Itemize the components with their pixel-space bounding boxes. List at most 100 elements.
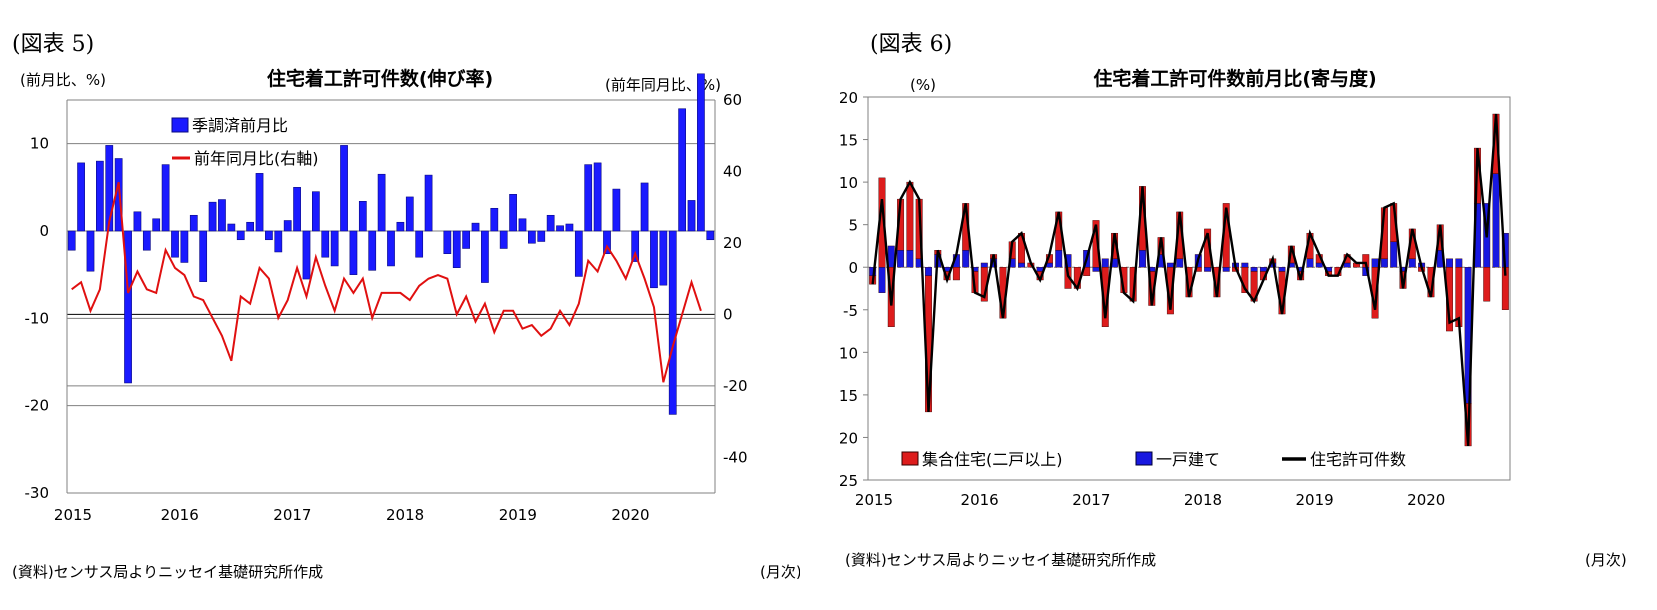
- bar: [227, 223, 236, 232]
- chart-6-title: 住宅着工許可件数前月比(寄与度): [1093, 67, 1376, 90]
- right-tick-label: 60: [723, 91, 742, 109]
- y-tick-label: -15: [840, 387, 858, 405]
- bar: [687, 200, 696, 232]
- bar-single-family: [878, 267, 886, 293]
- bar: [668, 230, 677, 415]
- bar: [96, 160, 104, 232]
- y-tick-label: 20: [840, 89, 858, 107]
- figure-5-chart: 住宅着工許可件数(伸び率) (前月比、%) (前年同月比、%) (月次) (資料…: [12, 67, 800, 581]
- yoy-line: [71, 181, 702, 383]
- bar: [302, 230, 311, 280]
- bar: [358, 201, 367, 232]
- bar-single-family: [1315, 262, 1323, 268]
- bar: [293, 187, 301, 232]
- bar: [612, 188, 621, 232]
- bar: [377, 173, 386, 232]
- bar: [340, 145, 348, 232]
- legend-label: 季調済前月比: [192, 116, 288, 135]
- plot-frame: [867, 96, 1511, 481]
- bar-single-family: [1306, 258, 1314, 268]
- x-tick-label: 2015: [855, 491, 893, 509]
- x-tick-label: 2017: [1072, 491, 1110, 509]
- chart-6-month-label: (月次): [1585, 551, 1627, 569]
- chart-6-unit: (%): [910, 76, 936, 94]
- bar-single-family: [1343, 262, 1351, 268]
- bar: [246, 221, 254, 232]
- bar: [330, 230, 339, 267]
- bar: [349, 230, 358, 275]
- chart-5-month-label: (月次): [760, 563, 800, 581]
- bar: [133, 211, 142, 232]
- bar: [471, 222, 480, 232]
- chart-5-source: (資料)センサス局よりニッセイ基礎研究所作成: [12, 563, 323, 581]
- bar-single-family: [1380, 258, 1388, 268]
- bar-single-family: [1408, 258, 1416, 268]
- y-tick-label: 5: [848, 217, 858, 235]
- bar: [321, 230, 330, 258]
- figure-6-chart: 住宅着工許可件数前月比(寄与度) (%) (月次) (資料)センサス局よりニッセ…: [840, 67, 1627, 569]
- left-tick-label: 0: [39, 222, 49, 240]
- bar: [706, 230, 715, 241]
- bar-single-family: [1101, 258, 1109, 268]
- bar: [189, 214, 198, 232]
- bar-multifamily: [1483, 267, 1491, 302]
- legend-label: 前年同月比(右軸): [194, 149, 319, 168]
- left-tick-label: -10: [25, 309, 50, 327]
- bar: [274, 230, 283, 253]
- bar-single-family: [1446, 258, 1453, 268]
- bar-multifamily: [906, 181, 914, 251]
- bar: [640, 182, 649, 232]
- bar: [199, 230, 208, 282]
- x-tick-label: 2018: [386, 506, 424, 524]
- bar: [697, 73, 705, 232]
- x-tick-label: 2016: [161, 506, 199, 524]
- bar-single-family: [1259, 267, 1267, 272]
- x-tick-label: 2016: [961, 491, 999, 509]
- bar: [481, 230, 489, 283]
- x-tick-label: 2017: [273, 506, 311, 524]
- bar: [396, 221, 405, 232]
- bar: [218, 199, 226, 232]
- bar-single-family: [1278, 267, 1286, 272]
- bar: [603, 230, 611, 255]
- bar: [556, 225, 564, 232]
- bar: [424, 174, 433, 232]
- bar-single-family: [887, 245, 895, 268]
- bar: [593, 162, 602, 232]
- bar: [415, 230, 424, 258]
- bar-single-family: [897, 249, 905, 268]
- x-tick-label: 2019: [1296, 491, 1334, 509]
- bar: [678, 108, 686, 232]
- bar-single-family: [906, 249, 914, 268]
- x-tick-label: 2015: [54, 506, 92, 524]
- bar: [161, 164, 170, 232]
- bar-single-family: [1222, 267, 1230, 272]
- bar: [387, 230, 395, 267]
- bar: [452, 230, 461, 268]
- bar-multifamily: [1092, 220, 1100, 268]
- bar: [255, 173, 264, 232]
- bar-single-family: [962, 249, 970, 268]
- chart-5-right-unit: (前年同月比、%): [605, 76, 721, 94]
- bar: [142, 230, 151, 251]
- y-tick-label: -10: [840, 344, 858, 362]
- legend-label: 一戸建て: [1156, 450, 1220, 469]
- bar: [105, 145, 114, 232]
- x-tick-label: 2018: [1184, 491, 1222, 509]
- bar: [546, 214, 555, 232]
- bar: [265, 230, 273, 241]
- bar: [283, 220, 292, 232]
- bar: [631, 230, 640, 262]
- bar-single-family: [1055, 249, 1063, 268]
- legend-label: 集合住宅(二戸以上): [922, 450, 1063, 469]
- bar: [405, 196, 414, 232]
- bar-single-family: [1092, 267, 1100, 272]
- bar-multifamily: [952, 267, 960, 281]
- bar-single-family: [1204, 267, 1212, 272]
- bar: [518, 218, 527, 232]
- chart-5-left-unit: (前月比、%): [20, 71, 106, 89]
- bar-single-family: [1018, 262, 1025, 268]
- chart-5-title: 住宅着工許可件数(伸び率): [267, 67, 493, 90]
- bar-single-family: [1390, 241, 1398, 268]
- left-tick-label: -30: [25, 484, 50, 502]
